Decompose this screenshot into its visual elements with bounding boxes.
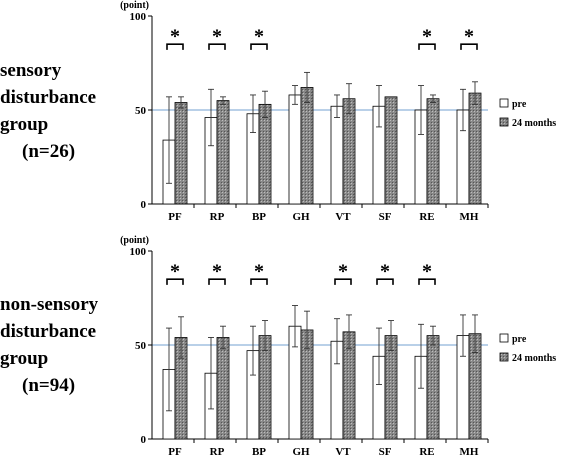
bar-24-months — [426, 98, 440, 205]
bar-24-months — [300, 87, 314, 205]
x-tick-label: RE — [419, 211, 434, 223]
y-tick-label: 0 — [141, 434, 147, 446]
significance-marker: * — [338, 260, 348, 282]
bar-24-months — [426, 335, 440, 440]
x-tick-label: RP — [210, 446, 225, 456]
significance-bracket — [166, 43, 184, 50]
x-tick-label: GH — [292, 446, 310, 456]
x-tick-label: VT — [335, 211, 351, 223]
x-tick-label: MH — [460, 211, 479, 223]
x-tick-label: VT — [335, 446, 351, 456]
significance-bracket — [208, 278, 226, 285]
significance-bracket — [418, 278, 436, 285]
bar-24-months — [468, 92, 482, 205]
legend-label-24-months: 24 months — [512, 353, 556, 364]
legend-swatch-24-months — [499, 352, 509, 362]
significance-marker: * — [212, 260, 222, 282]
group-label-sensory: sensory disturbance group (n=26) — [0, 57, 96, 165]
bar-24-months — [258, 103, 272, 205]
significance-bracket — [208, 43, 226, 50]
x-tick-label: BP — [252, 211, 266, 223]
bar-pre — [288, 94, 302, 205]
y-tick-label: 50 — [135, 105, 147, 117]
legend-label-pre: pre — [512, 334, 527, 345]
significance-bracket — [166, 278, 184, 285]
legend-swatch-24-months — [499, 117, 509, 127]
x-tick-label: MH — [460, 446, 479, 456]
x-tick-label: PF — [168, 211, 182, 223]
y-tick-label: 100 — [130, 11, 147, 23]
y-tick-label: 100 — [130, 246, 147, 258]
significance-marker: * — [170, 260, 180, 282]
legend-label-pre: pre — [512, 99, 527, 110]
group-n-label: (n=94) — [22, 375, 76, 396]
group-label-line: disturbance — [0, 321, 97, 342]
legend-label-24-months: 24 months — [512, 118, 556, 129]
group-label-line: disturbance — [0, 87, 97, 108]
significance-bracket — [334, 278, 352, 285]
significance-bracket — [376, 278, 394, 285]
x-tick-label: GH — [292, 211, 310, 223]
significance-marker: * — [464, 25, 474, 47]
group-label-line: group — [0, 114, 49, 135]
significance-marker: * — [380, 260, 390, 282]
group-label-line: sensory — [0, 60, 62, 81]
significance-marker: * — [422, 260, 432, 282]
x-tick-label: RE — [419, 446, 434, 456]
y-tick-label: 0 — [141, 199, 147, 211]
significance-marker: * — [254, 260, 264, 282]
x-tick-label: SF — [379, 446, 392, 456]
group-label-line: group — [0, 348, 49, 369]
bar-24-months — [174, 102, 188, 205]
bar-pre — [330, 105, 344, 205]
significance-bracket — [250, 43, 268, 50]
group-label-line: non-sensory — [0, 294, 99, 315]
bar-24-months — [216, 100, 230, 205]
y-axis-label: (point) — [120, 0, 149, 11]
y-tick-label: 50 — [135, 340, 147, 352]
significance-bracket — [460, 43, 478, 50]
bar-24-months — [216, 337, 230, 440]
bar-24-months — [258, 335, 272, 440]
significance-marker: * — [254, 25, 264, 47]
significance-marker: * — [422, 25, 432, 47]
x-tick-label: PF — [168, 446, 182, 456]
significance-marker: * — [212, 25, 222, 47]
significance-bracket — [250, 278, 268, 285]
significance-marker: * — [170, 25, 180, 47]
group-label-non-sensory: non-sensory disturbance group (n=94) — [0, 291, 98, 399]
x-tick-label: SF — [379, 211, 392, 223]
significance-bracket — [418, 43, 436, 50]
legend-swatch-pre — [499, 98, 509, 108]
legend-swatch-pre — [499, 333, 509, 343]
x-tick-label: RP — [210, 211, 225, 223]
bar-24-months — [384, 96, 398, 205]
bar-24-months — [342, 98, 356, 205]
bar-24-months — [384, 335, 398, 440]
group-n-label: (n=26) — [22, 141, 76, 162]
y-axis-label: (point) — [120, 235, 149, 246]
x-tick-label: BP — [252, 446, 266, 456]
